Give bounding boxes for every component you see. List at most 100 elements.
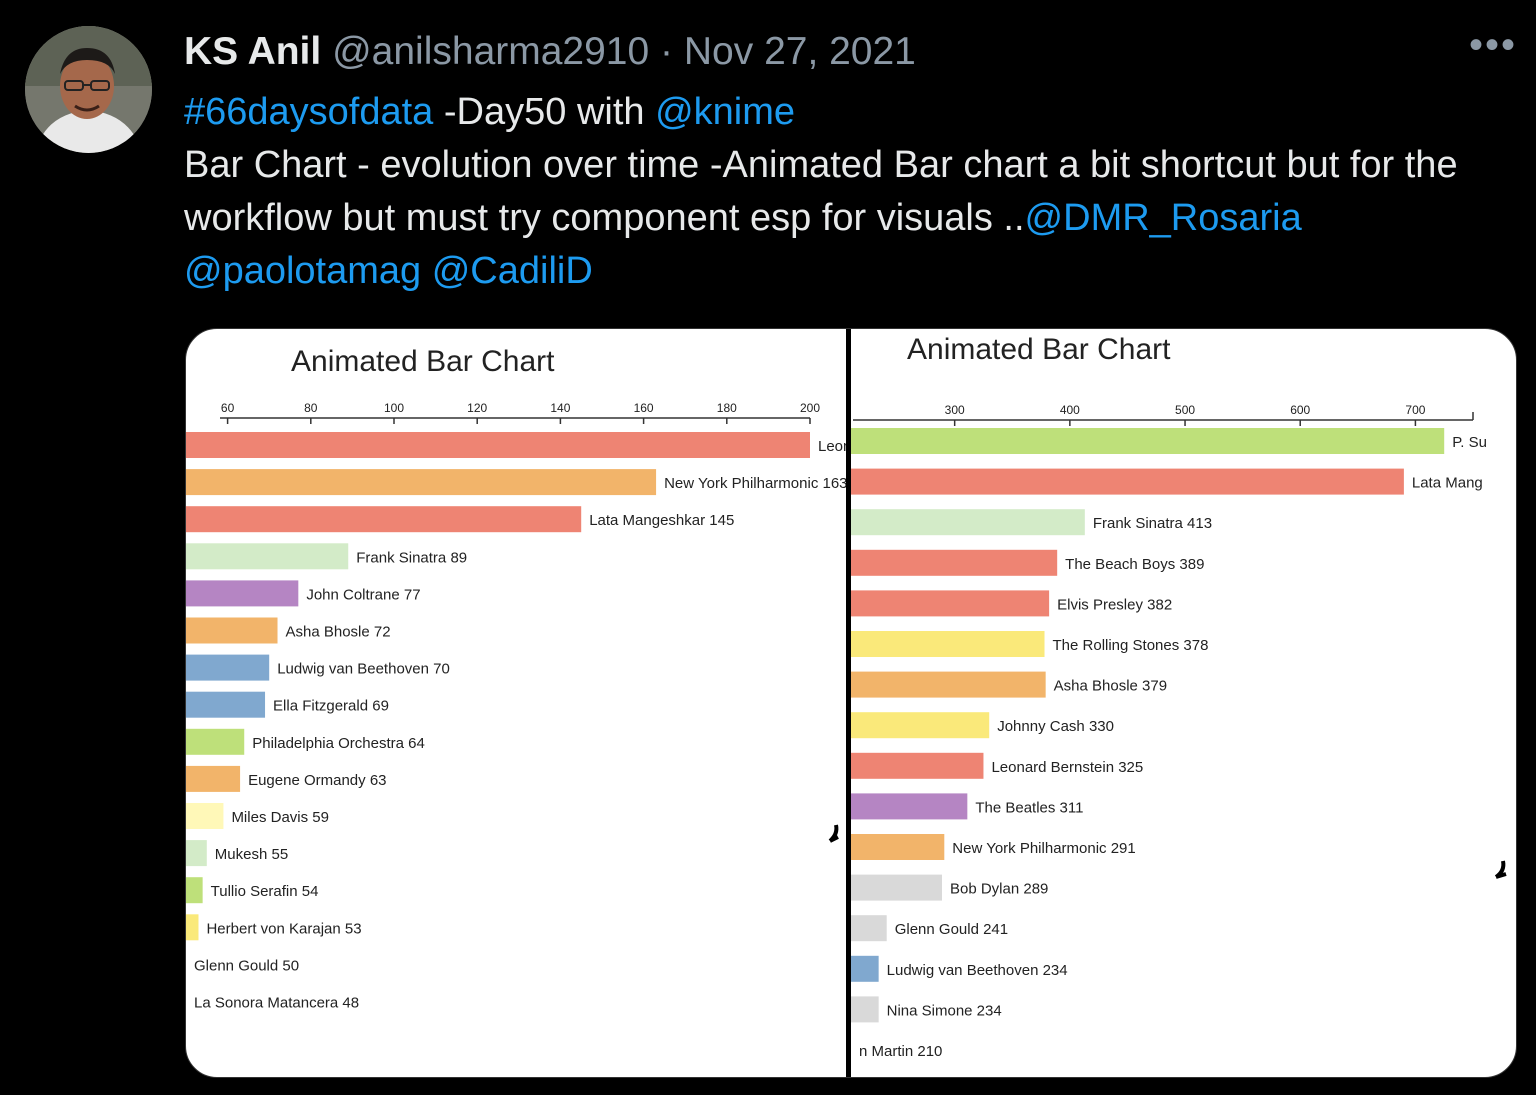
bar-label: Leonard Bernstein 325 — [991, 759, 1143, 776]
bar-label: Frank Sinatra 89 — [356, 549, 467, 566]
user-handle[interactable]: @anilsharma2910 — [332, 30, 650, 73]
x-tick-label: 200 — [800, 401, 820, 415]
animated-bar-chart-right: Animated Bar Chart 300 400 500 600 700 P. Su La… — [851, 333, 1507, 1060]
bar — [186, 469, 657, 496]
bar — [851, 834, 945, 860]
bar-label: La Sonora Matancera 48 — [194, 995, 359, 1012]
bar-label: Asha Bhosle 72 — [286, 624, 391, 641]
tweet-line-2: Bar Chart - evolution over time -Animate… — [184, 139, 1504, 298]
bar — [851, 428, 1445, 454]
bar-label: Johnny Cash 330 — [997, 718, 1114, 735]
x-tick-label: 500 — [1175, 403, 1195, 417]
bar — [851, 468, 1404, 495]
bar-label: John Coltrane 77 — [306, 586, 420, 603]
bar — [186, 765, 241, 792]
x-tick-label: 120 — [467, 401, 487, 415]
bar-label: P. Su — [1452, 434, 1487, 451]
x-tick-label: 140 — [550, 401, 570, 415]
x-tick-label: 180 — [717, 401, 737, 415]
bar-label: Tullio Serafin 54 — [211, 883, 319, 900]
chart-title: Animated Bar Chart — [907, 333, 1171, 366]
x-tick-label: 400 — [1060, 403, 1080, 417]
bar — [851, 590, 1050, 617]
hashtag-link[interactable]: #66daysofdata — [184, 91, 434, 133]
tweet-line-1: #66daysofdata -Day50 with @knime — [184, 86, 1504, 139]
bar-label: Philadelphia Orchestra 64 — [252, 735, 425, 752]
x-tick-label: 300 — [945, 403, 965, 417]
bar-label: n Martin 210 — [859, 1043, 942, 1060]
avatar-image — [25, 26, 152, 153]
bar-label: Herbert von Karajan 53 — [206, 920, 361, 937]
bar — [186, 617, 278, 644]
tweet-text: #66daysofdata -Day50 with @knime Bar Cha… — [184, 86, 1504, 298]
tweet-header: KS Anil @anilsharma2910 · Nov 27, 2021 — [184, 28, 916, 76]
mention-paolotamag-link[interactable]: @paolotamag — [184, 250, 422, 292]
bar-label: Frank Sinatra 413 — [1093, 515, 1212, 532]
cursor-mark — [1494, 860, 1507, 879]
bar-label: Nina Simone 234 — [887, 1002, 1002, 1019]
bar-label: Lata Mangeshkar 145 — [589, 512, 734, 529]
bar — [186, 580, 299, 607]
bar-label: New York Philharmonic 163 — [664, 475, 847, 492]
bar-label: New York Philharmonic 291 — [952, 840, 1135, 857]
tweet-line-2-text: Bar Chart - evolution over time -Animate… — [184, 144, 1458, 239]
bar — [851, 752, 984, 779]
bar-label: Miles Davis 59 — [231, 809, 329, 826]
bar — [186, 728, 245, 755]
bar — [851, 874, 942, 901]
bar-label: Asha Bhosle 379 — [1054, 678, 1167, 695]
bar-label: Glenn Gould 241 — [895, 921, 1008, 938]
bar — [186, 543, 349, 570]
bar-label: Bob Dylan 289 — [950, 881, 1048, 898]
bar — [851, 712, 990, 739]
tweet-date[interactable]: Nov 27, 2021 — [683, 30, 916, 73]
x-tick-label: 60 — [221, 401, 235, 415]
header-separator: · — [660, 30, 674, 73]
mention-knime-link[interactable]: @knime — [655, 91, 796, 133]
bar — [186, 432, 810, 458]
mention-dmr-rosaria-link[interactable]: @DMR_Rosaria — [1024, 197, 1302, 239]
bar — [851, 509, 1085, 536]
bar-label: The Beatles 311 — [975, 799, 1083, 816]
bar-label: Leon — [818, 438, 847, 455]
bar — [851, 793, 968, 820]
mention-cadilid-link[interactable]: @CadiliD — [431, 250, 593, 292]
bar-label: Elvis Presley 382 — [1057, 596, 1172, 613]
bar — [851, 915, 887, 942]
avatar[interactable] — [25, 26, 152, 153]
bar-label: The Beach Boys 389 — [1065, 556, 1204, 573]
bar — [851, 671, 1046, 698]
bar-label: Glenn Gould 50 — [194, 957, 299, 974]
cursor-mark — [828, 824, 839, 843]
bar-label: The Rolling Stones 378 — [1053, 637, 1209, 654]
image-divider — [846, 329, 851, 1077]
x-tick-label: 160 — [634, 401, 654, 415]
bar — [851, 549, 1058, 576]
x-tick-label: 100 — [384, 401, 404, 415]
bar — [186, 840, 207, 867]
bar — [851, 996, 879, 1023]
bar — [851, 631, 1045, 657]
bar — [186, 914, 199, 941]
display-name[interactable]: KS Anil — [184, 30, 322, 73]
bar-label: Ludwig van Beethoven 234 — [887, 962, 1068, 979]
tweet-line-1-text: -Day50 with — [433, 91, 656, 133]
x-tick-label: 80 — [304, 401, 318, 415]
x-tick-label: 700 — [1405, 403, 1425, 417]
tweet-media-image[interactable]: Animated Bar Chart 60 80 100 120 140 160 180 200… — [185, 328, 1517, 1078]
bar-label: Eugene Ormandy 63 — [248, 772, 386, 789]
bar-label: Ludwig van Beethoven 70 — [277, 661, 450, 678]
bar — [186, 803, 224, 829]
animated-bar-chart-left: Animated Bar Chart 60 80 100 120 140 160 180 200… — [186, 345, 847, 1012]
more-options-icon[interactable]: ••• — [1468, 23, 1517, 67]
bar — [186, 654, 270, 681]
bar-label: Lata Mang — [1412, 475, 1483, 492]
bar-label: Ella Fitzgerald 69 — [273, 698, 389, 715]
bar — [186, 877, 203, 904]
bar — [851, 955, 879, 982]
bar — [186, 691, 266, 718]
x-tick-label: 600 — [1290, 403, 1310, 417]
bar — [186, 506, 582, 533]
bar-label: Mukesh 55 — [215, 846, 288, 863]
chart-title: Animated Bar Chart — [291, 345, 555, 378]
